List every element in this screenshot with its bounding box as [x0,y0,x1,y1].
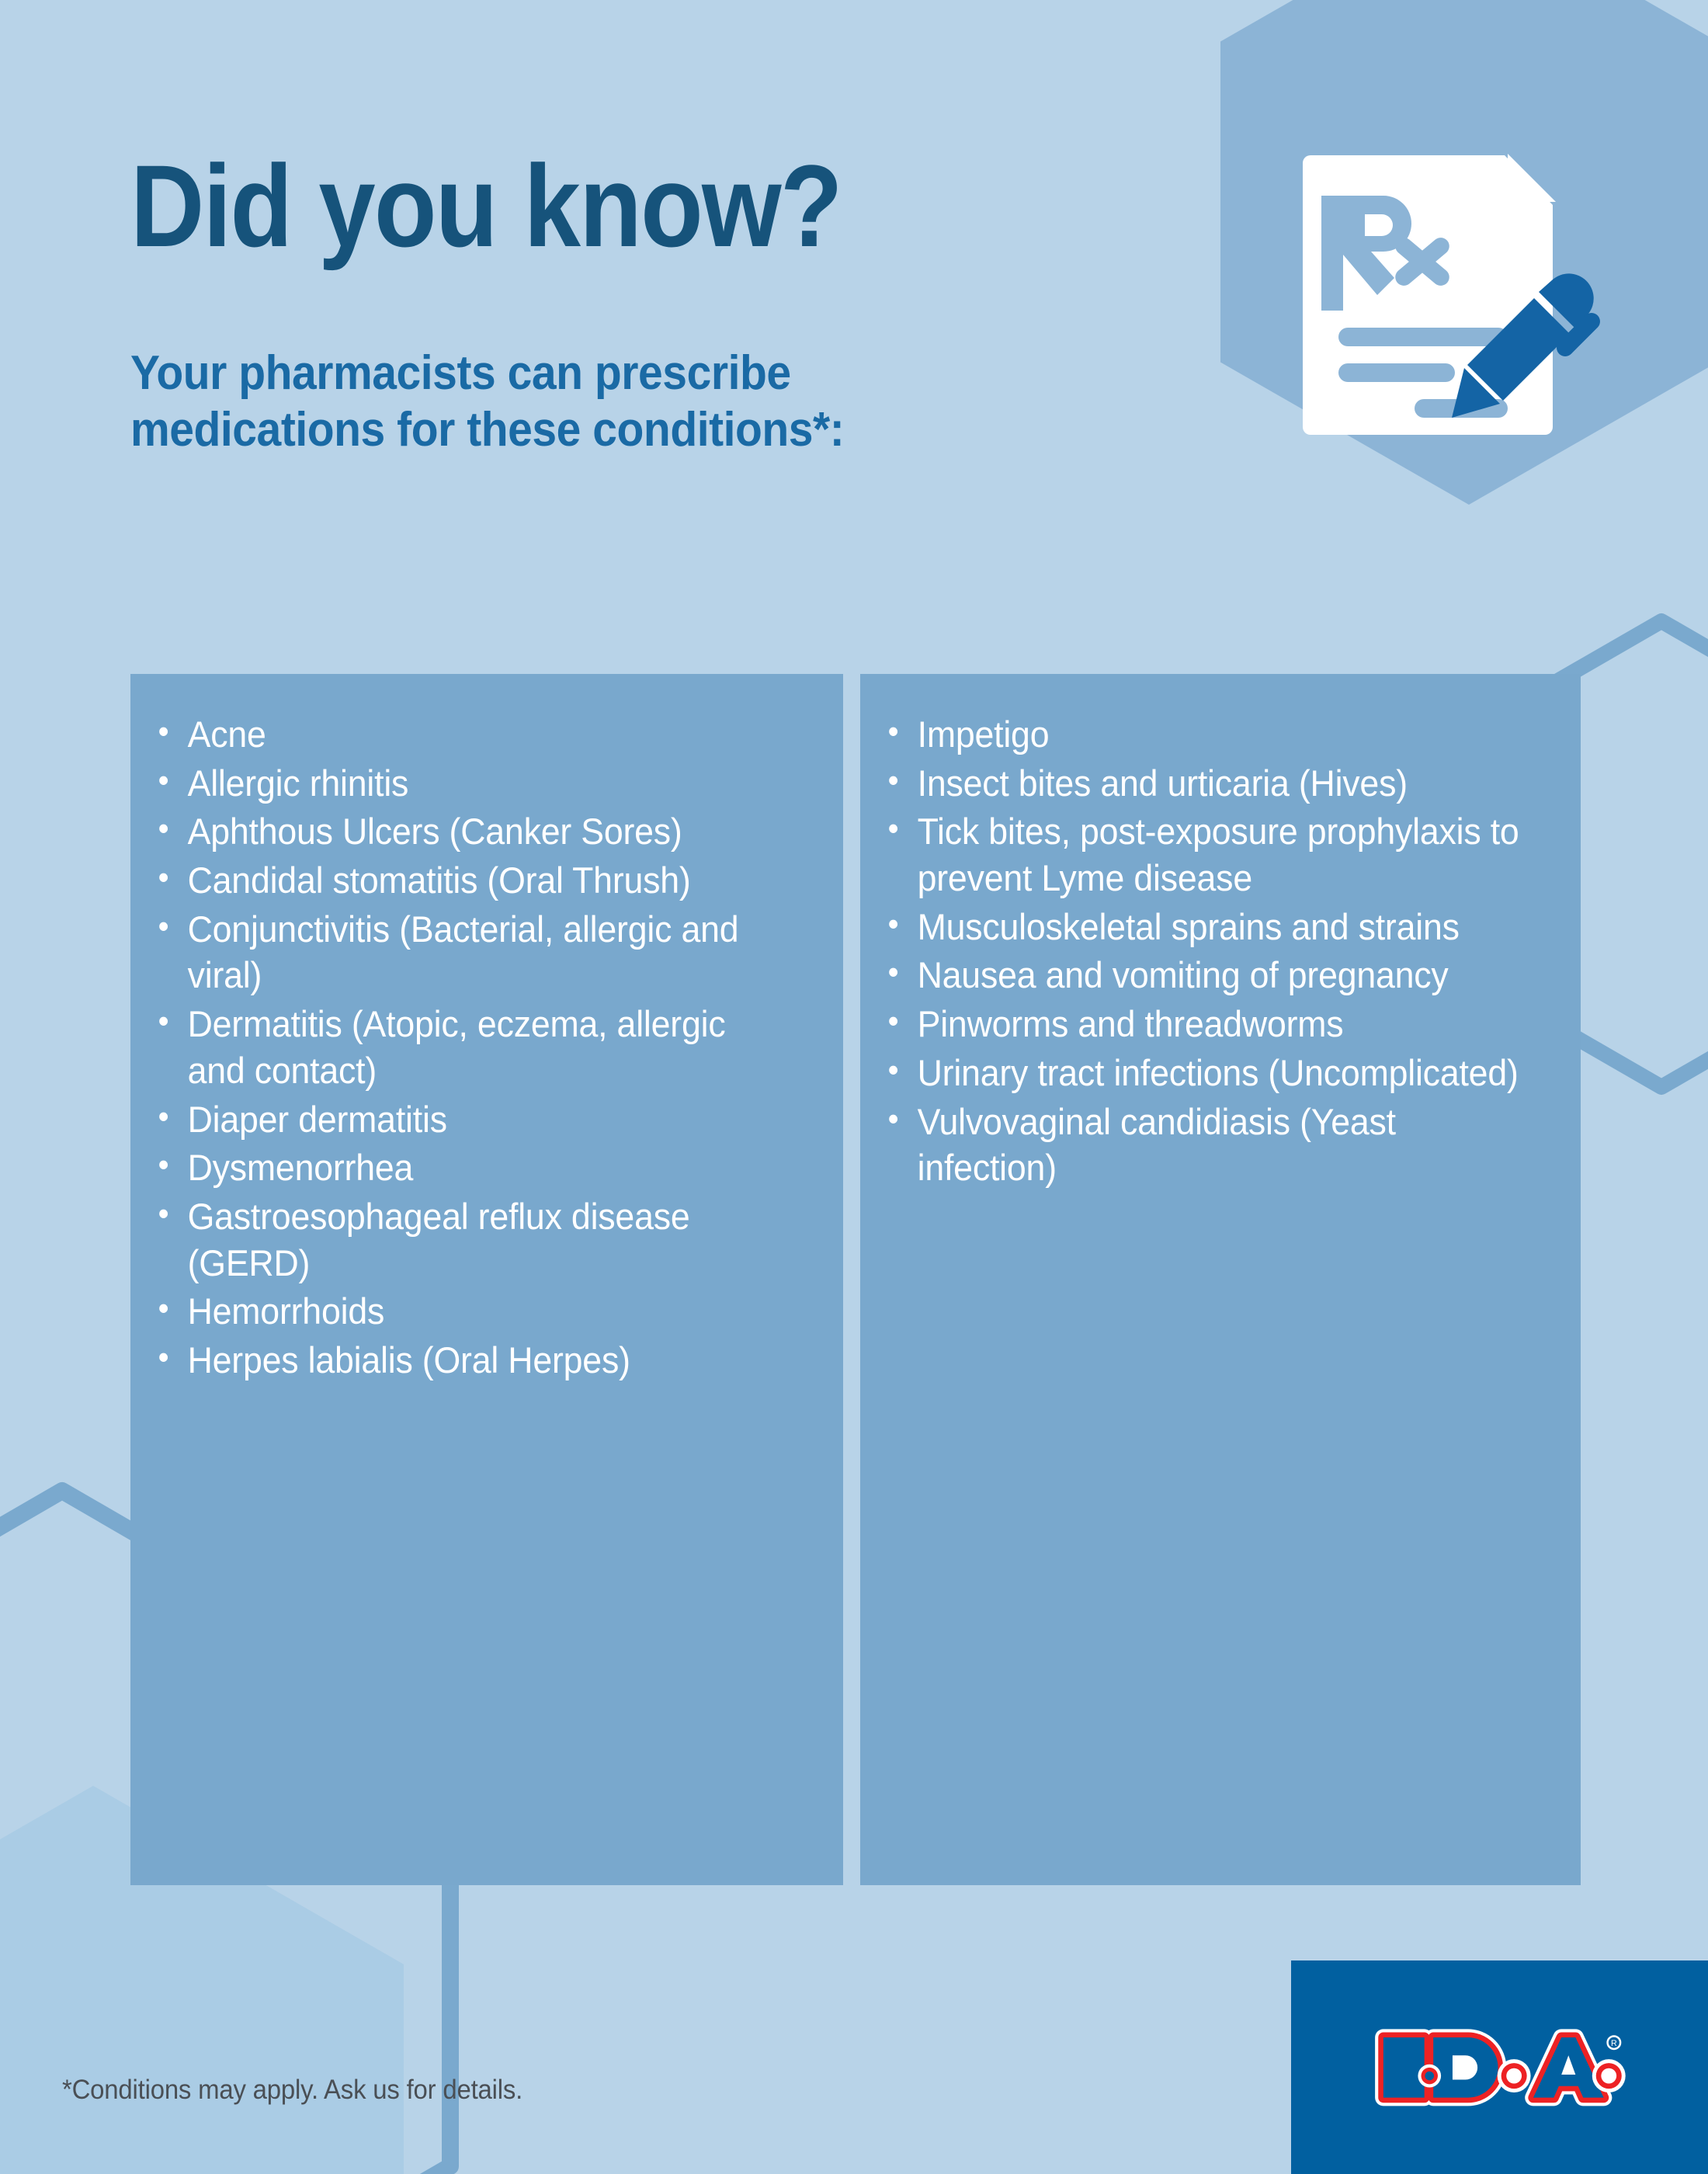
list-item: Urinary tract infections (Uncomplicated) [882,1048,1525,1096]
list-item: Tick bites, post-exposure prophylaxis to… [882,807,1525,901]
rx-prescription-pen-icon [1297,148,1607,458]
list-item: Diaper dermatitis [152,1095,788,1143]
list-item: Acne [152,710,788,758]
page-subtitle: Your pharmacists can prescribe medicatio… [130,345,1023,458]
list-item: Dermatitis (Atopic, eczema, allergic and… [152,999,788,1093]
ida-pharmacy-logo: R [1291,1960,1708,2174]
page-title: Did you know? [130,141,843,271]
poster-header: Did you know? Your pharmacists can presc… [130,148,1101,458]
subtitle-line-1: Your pharmacists can prescribe [130,346,791,400]
list-item: Impetigo [882,710,1525,758]
ida-logo-mark: R [1374,2029,1626,2106]
list-item: Dysmenorrhea [152,1143,788,1191]
list-item: Nausea and vomiting of pregnancy [882,950,1525,998]
footnote-conditions-apply: *Conditions may apply. Ask us for detail… [62,2075,523,2105]
list-item: Conjunctivitis (Bacterial, allergic and … [152,905,788,998]
conditions-list-left: AcneAllergic rhinitisAphthous Ulcers (Ca… [152,710,821,1384]
list-item: Candidal stomatitis (Oral Thrush) [152,856,788,904]
list-item: Pinworms and threadworms [882,999,1525,1047]
list-item: Allergic rhinitis [152,759,788,807]
conditions-panel-right: ImpetigoInsect bites and urticaria (Hive… [860,674,1581,1885]
logo-trademark: R [1610,2038,1616,2047]
conditions-panels: AcneAllergic rhinitisAphthous Ulcers (Ca… [130,674,1581,1885]
list-item: Aphthous Ulcers (Canker Sores) [152,807,788,855]
list-item: Vulvovaginal candidiasis (Yeast infectio… [882,1096,1525,1191]
list-item: Herpes labialis (Oral Herpes) [152,1335,788,1384]
subtitle-line-2: medications for these conditions*: [130,403,845,457]
list-item: Insect bites and urticaria (Hives) [882,759,1525,807]
conditions-list-right: ImpetigoInsect bites and urticaria (Hive… [882,710,1559,1191]
conditions-panel-left: AcneAllergic rhinitisAphthous Ulcers (Ca… [130,674,843,1885]
list-item: Gastroesophageal reflux disease (GERD) [152,1192,788,1286]
list-item: Hemorrhoids [152,1287,788,1335]
list-item: Musculoskeletal sprains and strains [882,902,1525,950]
